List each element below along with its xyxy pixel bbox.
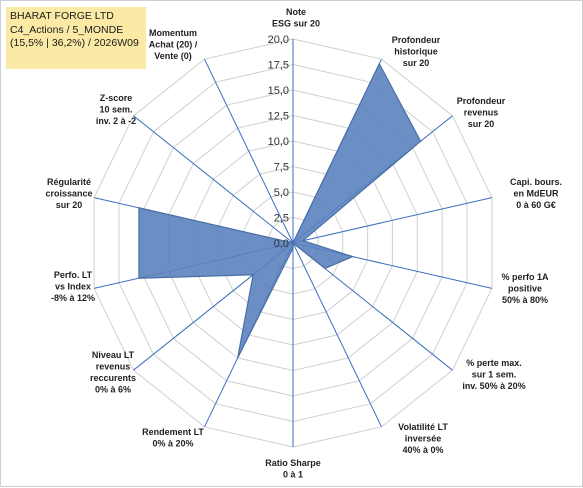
axis-label-line: 0 à 1 (283, 470, 303, 480)
axis-label-line: reccurents (90, 373, 136, 383)
tick-label: 20,0 (268, 34, 289, 46)
axis-label-line: -8% à 12% (51, 293, 95, 303)
radar-spoke (133, 115, 294, 244)
chart-title-box: BHARAT FORGE LTD C4_Actions / 5_MONDE (1… (6, 7, 146, 69)
axis-label-line: 10 sem. (99, 105, 132, 115)
axis-label: Régularité croissance sur 20 (45, 177, 92, 210)
axis-label-line: Profondeur (392, 35, 441, 45)
title-company: BHARAT FORGE LTD (10, 10, 114, 22)
tick-label: 5,0 (274, 187, 289, 199)
axis-label-line: revenus (96, 362, 131, 372)
axis-label: Niveau LT revenus reccurents 0% à 6% (90, 350, 136, 395)
axis-label-line: vs Index (55, 282, 91, 292)
series-area (138, 62, 422, 359)
axis-label-line: revenus (464, 108, 499, 118)
axis-label-line: % perte max. (466, 358, 522, 368)
axis-label-line: sur 1 sem. (472, 370, 517, 380)
axis-label-line: % perfo 1A (501, 272, 549, 282)
radar-tick-labels: 0,0 2,5 5,0 7,5 10,0 12,5 15,0 17,5 20,0 (268, 34, 289, 250)
axis-label-line: Momentum (149, 28, 197, 38)
axis-label-line: Volatilité LT (398, 422, 448, 432)
radar-spoke (292, 197, 493, 244)
tick-label: 15,0 (268, 85, 289, 97)
axis-label-line: Achat (20) / (149, 40, 198, 50)
axis-label-line: 50% à 80% (502, 295, 548, 305)
axis-label: % perte max. sur 1 sem. inv. 50% à 20% (462, 358, 525, 391)
axis-label-line: Note (286, 7, 306, 17)
tick-label: 7,5 (274, 162, 289, 174)
axis-label-line: inv. 50% à 20% (462, 381, 525, 391)
axis-label-line: 0 à 60 G€ (516, 200, 556, 210)
radar-series (138, 62, 422, 359)
axis-label-line: historique (394, 47, 438, 57)
axis-label-line: 0% à 6% (95, 385, 131, 395)
axis-label-line: en MdEUR (514, 189, 560, 199)
axis-label: Profondeur revenus sur 20 (457, 96, 506, 129)
axis-label-line: Z-score (100, 93, 133, 103)
axis-label-line: Rendement LT (142, 427, 204, 437)
tick-label: 10,0 (268, 136, 289, 148)
axis-label-line: Ratio Sharpe (265, 458, 321, 468)
axis-label-line: 0% à 20% (152, 439, 193, 449)
tick-label: 12,5 (268, 111, 289, 123)
axis-label-line: inv. 2 à -2 (96, 116, 136, 126)
axis-label-line: Régularité (47, 177, 91, 187)
axis-label: Note ESG sur 20 (272, 7, 320, 29)
radar-spoke (292, 242, 382, 428)
axis-label: Capi. bours. en MdEUR 0 à 60 G€ (510, 177, 562, 210)
axis-label: Perfo. LT vs Index -8% à 12% (51, 270, 95, 303)
tick-label: 2,5 (274, 213, 289, 225)
title-stats: (15,5% | 36,2%) / 2026W09 (10, 37, 139, 49)
axis-label-line: sur 20 (56, 200, 83, 210)
axis-label: Momentum Achat (20) / Vente (0) (149, 28, 198, 61)
tick-label: 17,5 (268, 60, 289, 72)
axis-label: Rendement LT 0% à 20% (142, 427, 204, 449)
axis-label: % perfo 1A positive 50% à 80% (501, 272, 549, 305)
axis-label-line: ESG sur 20 (272, 19, 320, 29)
axis-label-line: Vente (0) (154, 51, 192, 61)
radar-spoke (204, 58, 294, 244)
axis-label-line: sur 20 (403, 58, 430, 68)
axis-label-line: 40% à 0% (402, 445, 443, 455)
axis-label-line: croissance (45, 189, 92, 199)
axis-label: Ratio Sharpe 0 à 1 (265, 458, 321, 480)
axis-label-line: Capi. bours. (510, 177, 562, 187)
axis-label: Volatilité LT inversée 40% à 0% (398, 422, 448, 455)
axis-label-line: Niveau LT (92, 350, 135, 360)
tick-label: 0,0 (274, 238, 289, 250)
axis-label: Profondeur historique sur 20 (392, 35, 441, 68)
axis-label: Z-score 10 sem. inv. 2 à -2 (96, 93, 136, 126)
axis-label-line: Profondeur (457, 96, 506, 106)
axis-label-line: sur 20 (468, 119, 495, 129)
title-category: C4_Actions / 5_MONDE (10, 23, 124, 36)
axis-label-line: Perfo. LT (54, 270, 93, 280)
axis-label-line: positive (508, 284, 542, 294)
axis-label-line: inversée (405, 434, 442, 444)
